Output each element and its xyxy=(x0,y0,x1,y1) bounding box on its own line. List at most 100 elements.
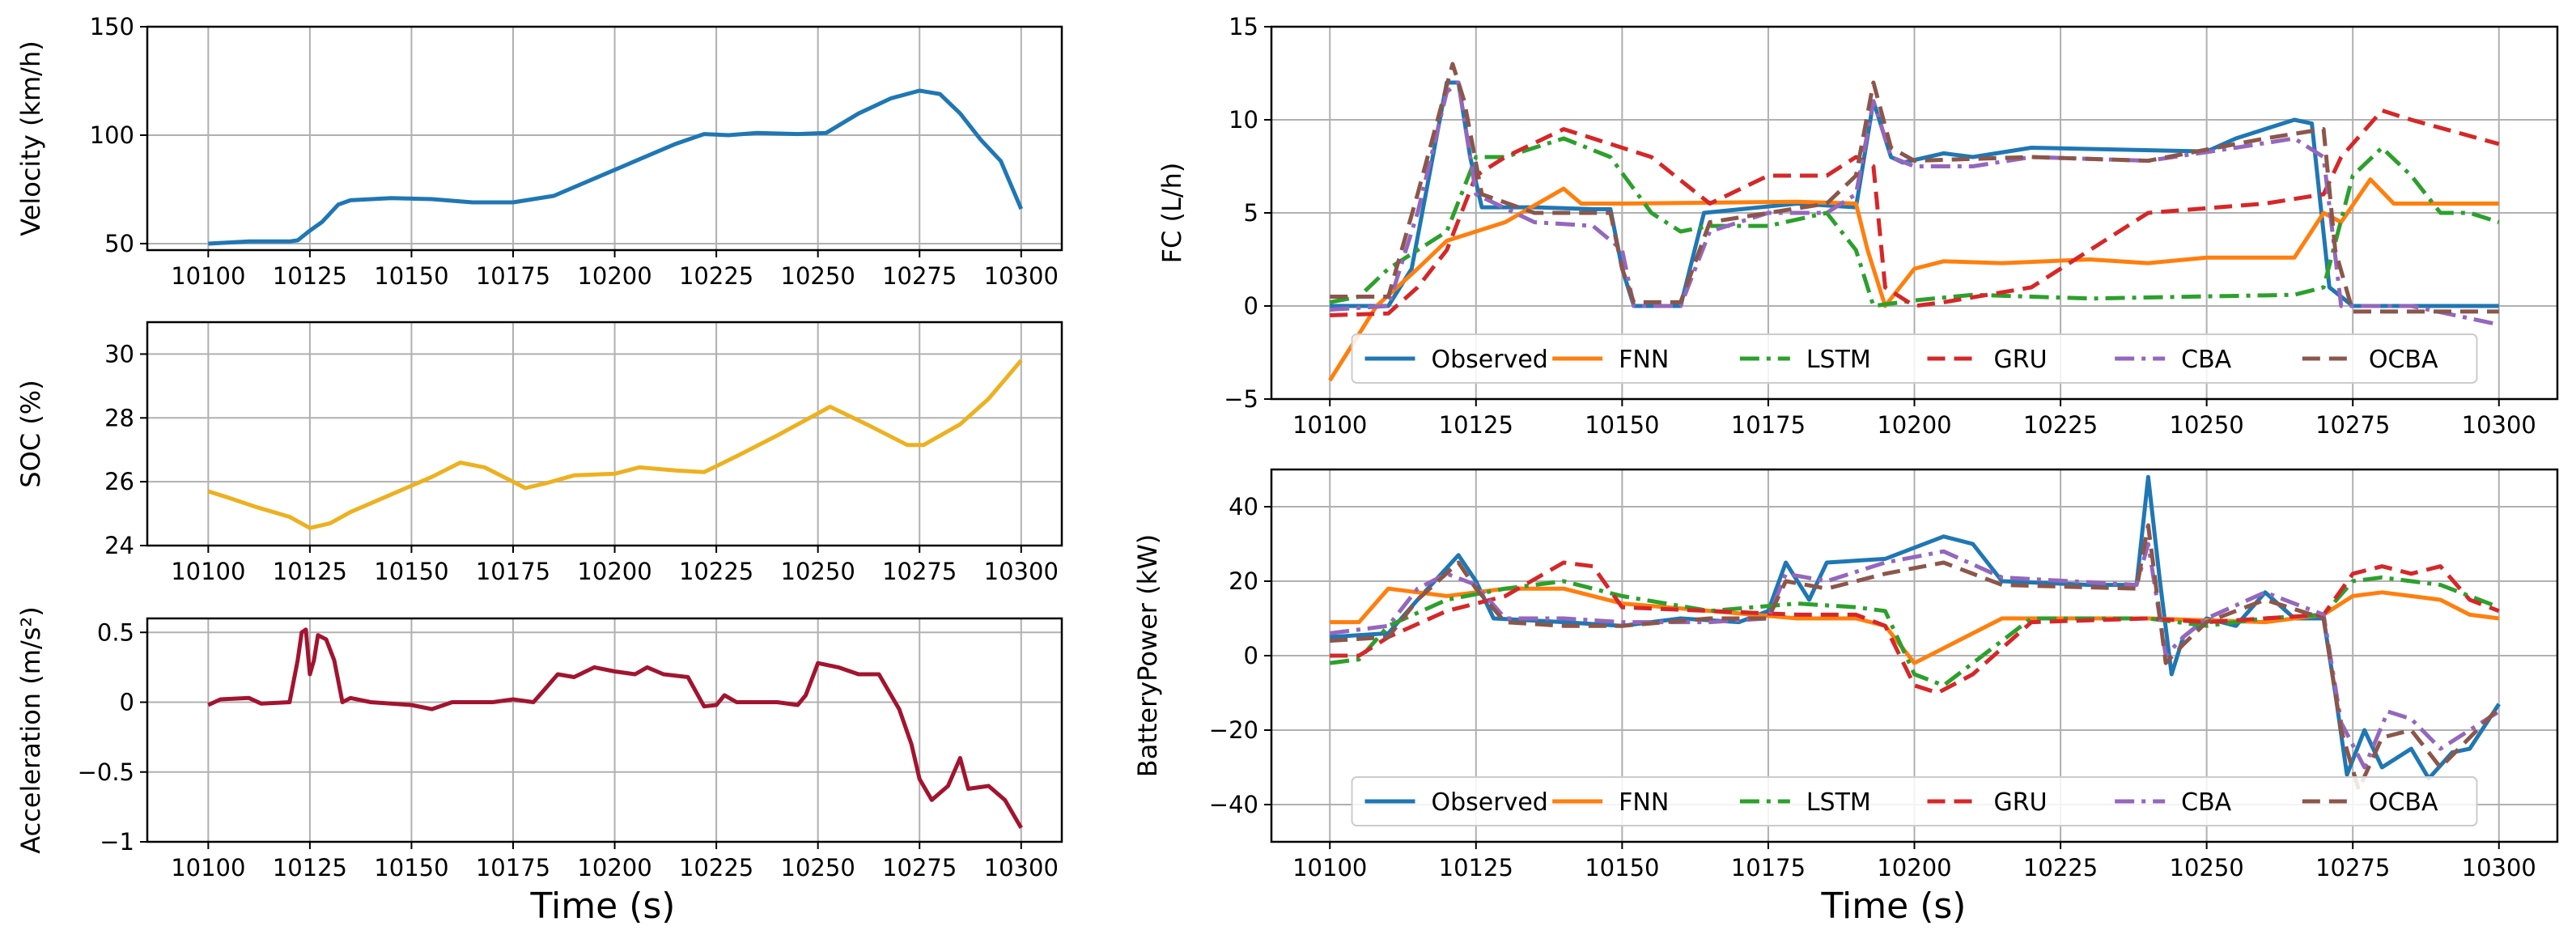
x-tick-label: 10150 xyxy=(1585,411,1659,439)
soc-panel: 10100 10125 10150 10175 10200 10225 10250 10275… xyxy=(15,321,1063,585)
series-line-velocity xyxy=(208,88,1024,246)
axes-frame xyxy=(146,321,1063,547)
y-tick-label: 20 xyxy=(1229,567,1258,595)
legend: Observed FNN LSTM GRU CBA OCBA xyxy=(1351,333,2478,384)
series-line-lstm xyxy=(1329,575,2500,688)
x-tick-label: 10275 xyxy=(882,854,957,881)
series-line-acceleration xyxy=(207,627,1023,830)
legend-label: Observed xyxy=(1432,346,1548,374)
x-tick-label: 10175 xyxy=(1731,411,1806,439)
x-tick-label: 10200 xyxy=(577,854,651,881)
y-tick-label: 15 xyxy=(1229,13,1258,40)
y-axis-label: Velocity (km/h) xyxy=(15,40,46,236)
legend-label: OCBA xyxy=(2369,346,2438,374)
x-tick-label: 10100 xyxy=(1292,411,1367,439)
x-tick-label: 10175 xyxy=(476,558,550,585)
y-tick-label: 100 xyxy=(90,121,134,149)
fc-panel: 10100 10125 10150 10175 10200 10225 10250 10275… xyxy=(1156,13,2559,439)
acceleration-panel: 10100 10125 10150 10175 10200 10225 10250 10275… xyxy=(15,606,1063,881)
x-tick-label: 10100 xyxy=(1292,854,1367,881)
x-tick-label: 10150 xyxy=(374,262,448,290)
y-axis-label: SOC (%) xyxy=(15,380,46,487)
legend-box xyxy=(1351,333,2478,384)
x-tick-label: 10200 xyxy=(1877,854,1951,881)
x-tick-label: 10125 xyxy=(273,854,347,881)
legend: Observed FNN LSTM GRU CBA OCBA xyxy=(1351,776,2478,826)
y-tick-label: −20 xyxy=(1209,716,1258,744)
legend-label: GRU xyxy=(1994,788,2048,817)
y-tick-label: 28 xyxy=(104,404,134,431)
x-tick-label: 10250 xyxy=(2170,854,2244,881)
x-tick-label: 10250 xyxy=(2170,411,2244,439)
x-tick-label: 10225 xyxy=(2023,854,2098,881)
velocity-panel: 10100 10125 10150 10175 10200 10225 10250 10275… xyxy=(15,13,1063,290)
axes-frame xyxy=(146,25,1063,252)
series-line-cba xyxy=(1329,542,2501,770)
x-tick-label: 10150 xyxy=(1585,854,1659,881)
x-tick-label: 10250 xyxy=(781,854,855,881)
x-tick-label: 10100 xyxy=(171,854,245,881)
x-tick-label: 10150 xyxy=(374,854,448,881)
x-axis-label-left: Time (s) xyxy=(530,886,676,927)
x-tick-label: 10100 xyxy=(171,558,245,585)
y-tick-label: 0.5 xyxy=(97,618,134,646)
x-tick-label: 10200 xyxy=(577,262,651,290)
x-tick-label: 10200 xyxy=(577,558,651,585)
series-line-soc xyxy=(207,359,1023,530)
x-tick-label: 10125 xyxy=(1439,854,1513,881)
y-tick-label: −5 xyxy=(1224,385,1258,413)
series-line-gru xyxy=(1330,560,2500,695)
y-tick-label: −40 xyxy=(1209,791,1258,818)
x-tick-label: 10175 xyxy=(476,262,550,290)
x-tick-label: 10125 xyxy=(273,558,347,585)
y-axis-label: FC (L/h) xyxy=(1156,163,1187,264)
y-tick-label: 150 xyxy=(90,13,134,40)
x-tick-label: 10275 xyxy=(2315,411,2390,439)
x-tick-label: 10175 xyxy=(1731,854,1806,881)
y-tick-label: 10 xyxy=(1229,106,1258,134)
series-line-cba xyxy=(1330,80,2500,327)
y-tick-label: 40 xyxy=(1229,493,1258,520)
y-tick-label: 5 xyxy=(1244,199,1258,227)
series-line-gru xyxy=(1330,108,2500,317)
x-tick-label: 10250 xyxy=(781,262,855,290)
x-tick-label: 10300 xyxy=(984,558,1059,585)
x-tick-label: 10250 xyxy=(781,558,855,585)
axes-frame xyxy=(1270,468,2559,843)
legend-label: FNN xyxy=(1619,788,1669,817)
x-tick-label: 10225 xyxy=(679,854,753,881)
x-tick-label: 10225 xyxy=(679,558,753,585)
y-tick-label: 0 xyxy=(1244,292,1258,320)
x-tick-label: 10200 xyxy=(1877,411,1951,439)
y-tick-label: 26 xyxy=(104,468,134,495)
y-tick-label: 50 xyxy=(104,230,134,257)
axes-frame xyxy=(146,617,1063,843)
x-tick-label: 10300 xyxy=(2462,411,2536,439)
series-line-lstm xyxy=(1329,136,2500,308)
legend-label: FNN xyxy=(1619,346,1669,374)
series-line-ocba xyxy=(1330,523,2501,792)
x-tick-label: 10225 xyxy=(679,262,753,290)
x-tick-label: 10275 xyxy=(2315,854,2390,881)
legend-label: CBA xyxy=(2181,346,2232,374)
y-axis-label: BatteryPower (kW) xyxy=(1132,534,1163,778)
x-tick-label: 10125 xyxy=(1439,411,1513,439)
axes-frame xyxy=(1270,25,2559,401)
legend-label: OCBA xyxy=(2369,788,2438,817)
x-tick-label: 10150 xyxy=(374,558,448,585)
x-tick-label: 10175 xyxy=(476,854,550,881)
legend-label: LSTM xyxy=(1806,788,1871,817)
x-tick-label: 10275 xyxy=(882,558,957,585)
y-axis-label: Acceleration (m/s²) xyxy=(15,606,46,853)
y-tick-label: 0 xyxy=(1244,642,1258,669)
y-tick-label: 30 xyxy=(104,340,134,367)
legend-box xyxy=(1351,776,2478,826)
y-tick-label: 24 xyxy=(104,532,134,559)
x-tick-label: 10275 xyxy=(882,262,957,290)
y-tick-label: −0.5 xyxy=(78,758,134,786)
legend-label: Observed xyxy=(1432,788,1548,817)
x-tick-label: 10100 xyxy=(171,262,245,290)
x-tick-label: 10300 xyxy=(984,854,1059,881)
x-tick-label: 10300 xyxy=(2462,854,2536,881)
